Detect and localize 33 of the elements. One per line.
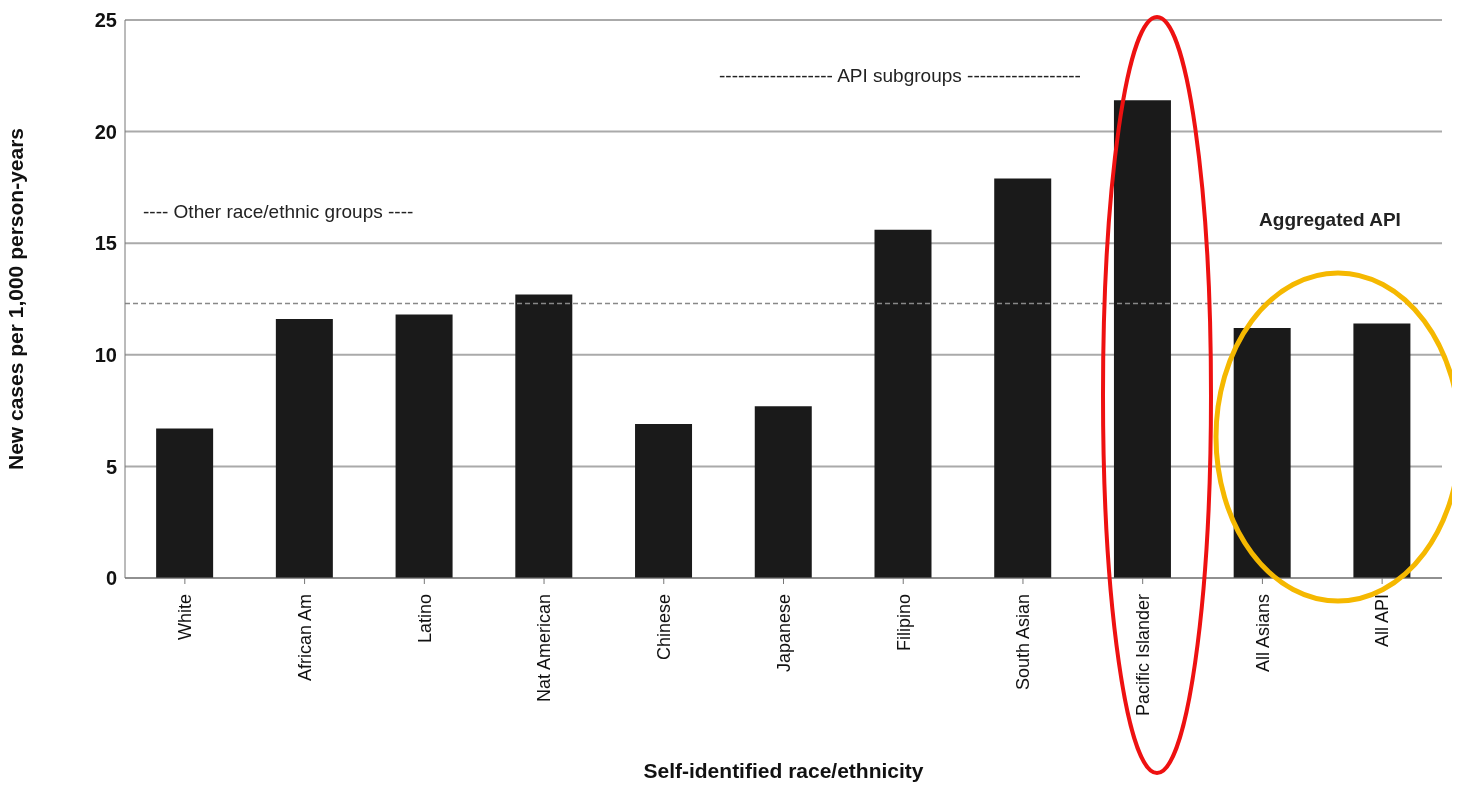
x-tick-label: Japanese — [773, 594, 794, 673]
x-tick-label: Latino — [414, 594, 435, 644]
x-tick-label: All API — [1372, 594, 1393, 648]
bar — [515, 294, 573, 578]
y-tick-label: 20 — [94, 120, 117, 143]
x-tick-label: Pacific Islander — [1132, 594, 1153, 717]
bar — [1233, 328, 1291, 578]
x-tick-label: African Am — [294, 594, 315, 682]
annotation: ------------------ API subgroups ------------------ — [719, 65, 1081, 86]
bar — [1353, 323, 1411, 578]
y-tick-label: 10 — [94, 343, 117, 366]
x-tick-label: Chinese — [654, 594, 675, 661]
y-axis-title: New cases per 1,000 person-years — [4, 127, 28, 471]
x-tick-label: South Asian — [1013, 594, 1034, 691]
bar — [395, 314, 453, 578]
x-tick-label: Filipino — [893, 594, 914, 652]
annotation: Aggregated API — [1259, 209, 1401, 230]
y-tick-label: 25 — [94, 9, 117, 32]
bar — [1113, 100, 1171, 578]
bar — [754, 406, 812, 578]
x-tick-label: All Asians — [1252, 594, 1273, 673]
bar — [874, 229, 932, 578]
y-tick-label: 0 — [105, 567, 117, 590]
x-tick-label: White — [175, 594, 196, 641]
bar — [156, 428, 214, 578]
bar — [275, 319, 333, 578]
x-axis-title: Self-identified race/ethnicity — [643, 759, 924, 782]
y-tick-label: 5 — [105, 455, 117, 478]
y-tick-label: 15 — [94, 232, 117, 255]
bar — [635, 423, 693, 578]
annotation: ---- Other race/ethnic groups ---- — [143, 201, 414, 222]
bar — [994, 178, 1052, 578]
x-tick-label: Nat American — [534, 594, 555, 703]
